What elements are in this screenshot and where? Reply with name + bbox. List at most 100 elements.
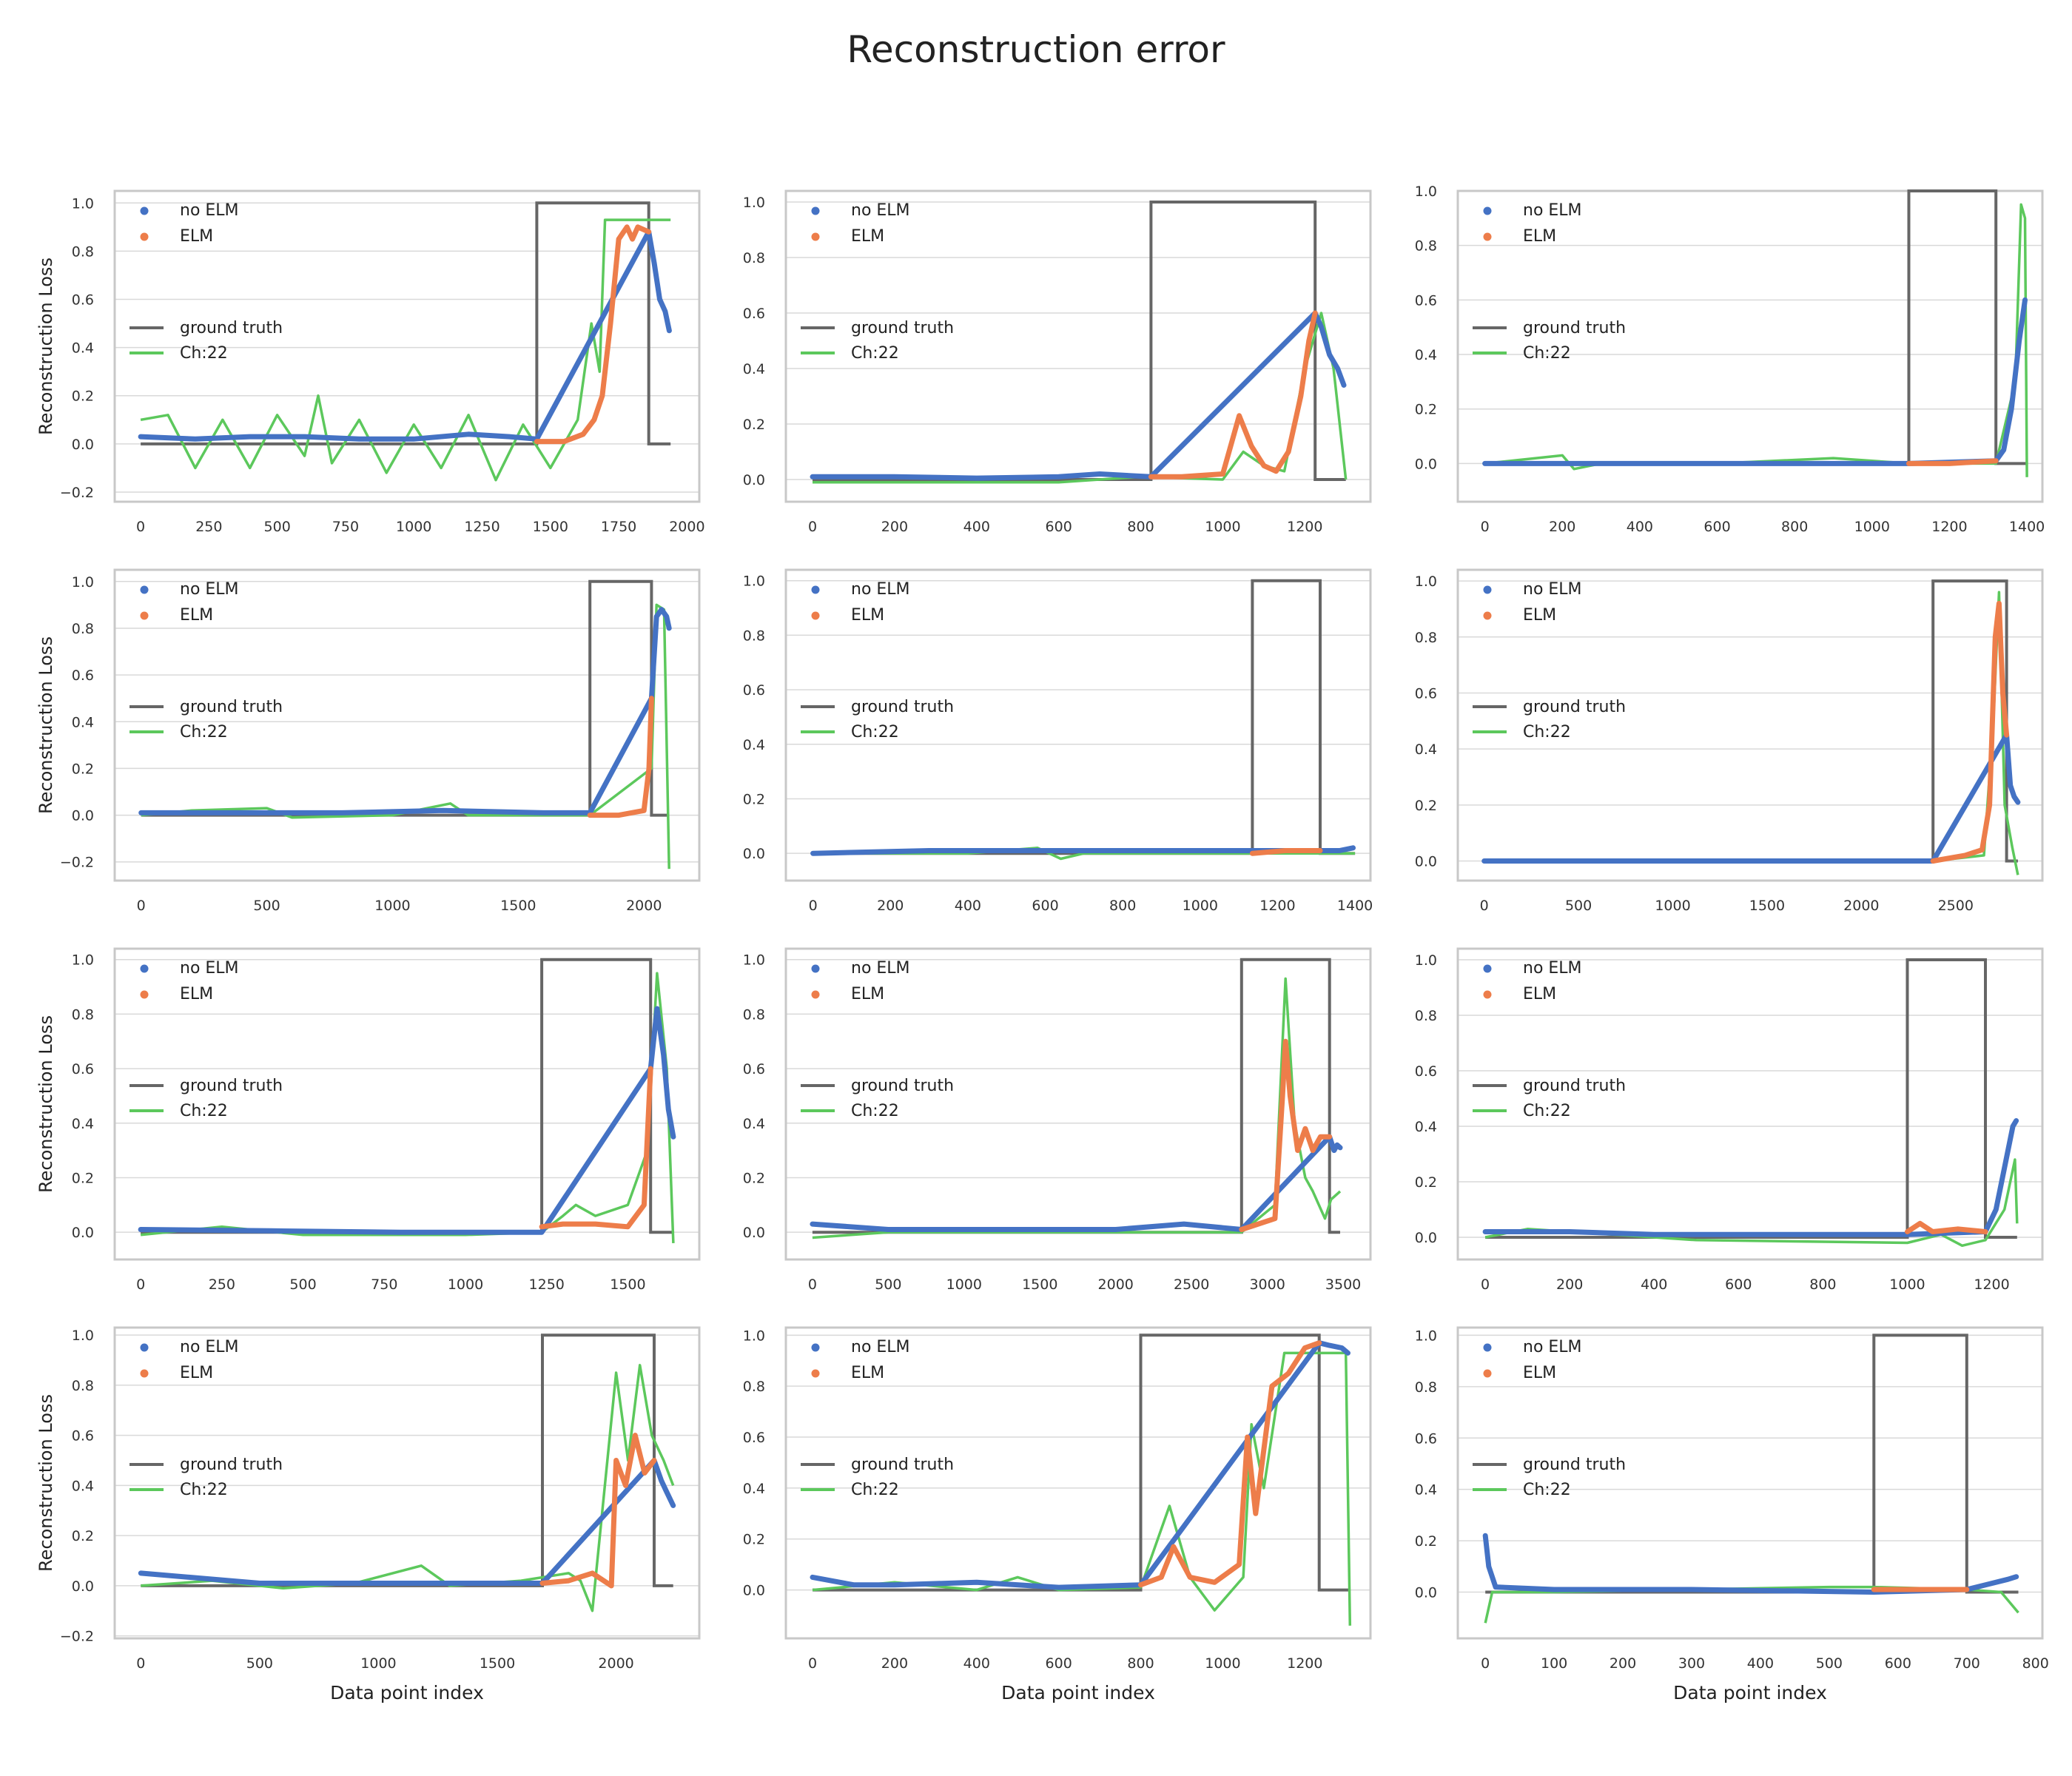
x-tick-label: 1400 [2009, 519, 2045, 535]
subplot-7: 0.0 0.2 0.4 0.6 0.8 1.0 0 250 500 750 1000 1250 1500… [36, 947, 701, 1293]
legend-label-no-elm: no ELM [851, 959, 910, 978]
x-tick-label: 600 [1032, 898, 1058, 914]
x-tick-label: 100 [1541, 1655, 1567, 1672]
y-tick-label: 0.6 [743, 1430, 765, 1446]
x-tick-label: 2000 [1098, 1276, 1134, 1293]
legend-marker-no-elm [140, 1343, 149, 1352]
legend-label-elm: ELM [1523, 606, 1556, 625]
x-tick-label: 0 [808, 1655, 817, 1672]
y-tick-label: 0.6 [1415, 292, 1437, 309]
legend-marker-no-elm [1483, 206, 1492, 215]
y-tick-label: 0.8 [1415, 630, 1437, 646]
y-tick-label: 0.6 [72, 1061, 94, 1077]
y-tick-label: 0.4 [1415, 741, 1437, 758]
x-tick-label: 1000 [374, 898, 410, 914]
ground-truth-series [141, 958, 673, 1234]
x-tick-label: 800 [2022, 1655, 2049, 1672]
x-axis-label: Data point index [1001, 1682, 1155, 1703]
channel-series [140, 218, 671, 482]
x-tick-label: 400 [1747, 1655, 1774, 1672]
legend-marker-elm [811, 1369, 820, 1378]
x-tick-label: 400 [955, 898, 981, 914]
legend-label-channel: Ch:22 [1523, 723, 1571, 741]
elm-series [1239, 1038, 1333, 1232]
elm-series [1906, 458, 1999, 466]
legend-label-no-elm: no ELM [851, 1338, 910, 1356]
y-tick-label: 1.0 [1415, 1328, 1437, 1344]
y-tick-label: 0.4 [743, 1116, 765, 1132]
legend-marker-elm [140, 232, 149, 241]
y-tick-label: 1.0 [1415, 184, 1437, 200]
x-tick-label: 800 [1109, 898, 1136, 914]
x-tick-label: 0 [1481, 1276, 1490, 1293]
legend-marker-no-elm [811, 964, 820, 973]
x-tick-label: 500 [1816, 1655, 1843, 1672]
x-tick-label: 0 [136, 519, 145, 535]
y-tick-label: 1.0 [743, 195, 765, 211]
x-tick-label: 500 [289, 1276, 316, 1293]
legend-marker-no-elm [1483, 1343, 1492, 1352]
no-elm-series [1481, 732, 2021, 864]
x-tick-label: 2500 [1938, 898, 1974, 914]
legend-label-channel: Ch:22 [851, 1481, 899, 1499]
y-tick-label: 0.8 [72, 1378, 94, 1394]
x-tick-label: 3500 [1325, 1276, 1361, 1293]
x-tick-label: 250 [209, 1276, 235, 1293]
x-tick-label: 500 [246, 1655, 273, 1672]
y-tick-label: 0.8 [743, 250, 765, 266]
x-tick-label: 400 [1641, 1276, 1667, 1293]
y-tick-label: 0.0 [72, 437, 94, 453]
y-tick-label: 0.4 [72, 714, 94, 730]
y-tick-label: 0.8 [743, 1379, 765, 1395]
x-tick-label: 750 [371, 1276, 397, 1293]
legend-label-no-elm: no ELM [1523, 1338, 1582, 1356]
legend-label-channel: Ch:22 [851, 344, 899, 363]
legend-marker-no-elm [811, 585, 820, 594]
y-tick-label: 0.2 [1415, 1174, 1437, 1191]
legend-label-no-elm: no ELM [180, 959, 239, 978]
axes-frame [1456, 189, 2044, 503]
x-tick-label: 1000 [1205, 1655, 1240, 1672]
x-tick-label: 0 [808, 519, 817, 535]
y-tick-label: 0.6 [72, 667, 94, 684]
x-tick-label: 600 [1885, 1655, 1911, 1672]
elm-series [1138, 1340, 1322, 1588]
y-tick-label: 0.2 [1415, 402, 1437, 418]
x-tick-label: 0 [1481, 1655, 1490, 1672]
subplot-4: −0.2 0.0 0.2 0.4 0.6 0.8 1.0 0 500 1000 1500 2000 no… [36, 568, 701, 914]
legend-marker-elm [140, 990, 149, 999]
no-elm-series [138, 229, 672, 442]
legend-label-elm: ELM [851, 606, 884, 625]
x-tick-label: 200 [881, 519, 908, 535]
y-tick-label: 0.8 [72, 1006, 94, 1023]
y-tick-label: 0.2 [1415, 798, 1437, 814]
x-tick-label: 1250 [464, 519, 500, 535]
x-tick-label: 0 [136, 1276, 145, 1293]
x-tick-label: 200 [1556, 1276, 1583, 1293]
legend-label-channel: Ch:22 [180, 1481, 228, 1499]
x-tick-label: 600 [1046, 1655, 1072, 1672]
channel-series [812, 977, 1342, 1240]
channel-series [813, 312, 1348, 484]
x-tick-label: 2000 [626, 898, 662, 914]
y-tick-label: 0.0 [1415, 1230, 1437, 1246]
axes-frame [784, 947, 1372, 1261]
x-tick-label: 1500 [533, 519, 568, 535]
legend-marker-no-elm [1483, 585, 1492, 594]
legend-label-no-elm: no ELM [180, 201, 239, 220]
x-tick-label: 1000 [1655, 898, 1690, 914]
x-tick-label: 0 [1480, 898, 1489, 914]
legend-label-ground-truth: ground truth [180, 698, 283, 716]
legend-label-ground-truth: ground truth [851, 698, 954, 716]
subplot-1: −0.2 0.0 0.2 0.4 0.6 0.8 1.0 0 250 500 750 1000 1250… [36, 189, 705, 535]
legend-label-channel: Ch:22 [1523, 1102, 1571, 1120]
y-tick-label: 1.0 [1415, 574, 1437, 590]
legend-label-ground-truth: ground truth [1523, 1456, 1626, 1474]
x-tick-label: 1000 [360, 1655, 396, 1672]
y-tick-label: 0.8 [743, 1006, 765, 1023]
y-tick-label: 0.4 [1415, 1119, 1437, 1135]
elm-series [1905, 1220, 1988, 1234]
x-tick-label: 200 [877, 898, 904, 914]
legend-marker-elm [811, 232, 820, 241]
legend-label-ground-truth: ground truth [851, 319, 954, 337]
